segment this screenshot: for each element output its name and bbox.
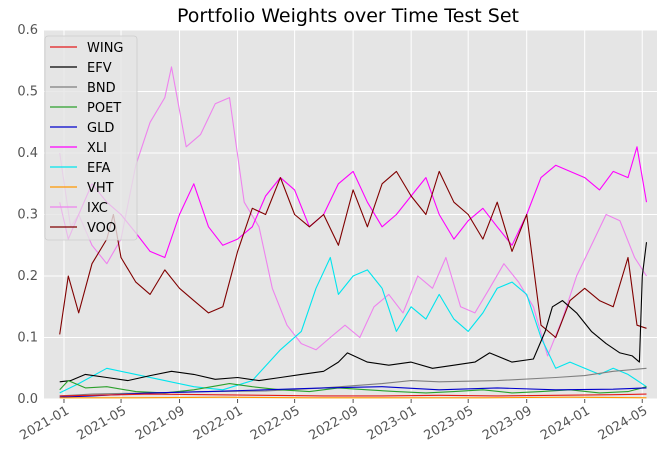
series-line-efa	[59, 256, 647, 394]
x-tick-label: 2024-05	[596, 403, 651, 443]
legend-label-poet: POET	[87, 101, 121, 116]
y-tick-label: 0.2	[17, 269, 38, 284]
legend-label-vht: VHT	[87, 181, 114, 196]
legend: WING EFV BND POET GLD XLI EFA VHT IXC VOO	[44, 35, 138, 241]
x-axis-ticks: 2021-01 2021-05 2021-09 2022-01 2022-05 2022-…	[17, 399, 650, 444]
series-line-voo	[59, 170, 647, 339]
series-line-ixc	[59, 66, 647, 357]
series-line-efv	[59, 242, 648, 383]
x-tick-label: 2024-01	[538, 403, 593, 443]
series-line-gld	[59, 386, 647, 398]
legend-label-efv: EFV	[87, 61, 112, 76]
chart-title: Portfolio Weights over Time Test Set	[177, 5, 519, 27]
series-line-wing	[59, 393, 647, 397]
legend-label-wing: WING	[87, 41, 124, 56]
x-tick-label: 2023-05	[422, 403, 477, 443]
x-tick-label: 2021-01	[17, 403, 72, 443]
series-lines	[59, 66, 648, 399]
x-tick-label: 2023-01	[365, 403, 420, 443]
y-tick-label: 0.6	[17, 23, 38, 38]
legend-label-bnd: BND	[87, 81, 116, 96]
legend-label-ixc: IXC	[87, 201, 108, 216]
legend-label-xli: XLI	[87, 141, 107, 156]
y-tick-label: 0.5	[17, 85, 38, 100]
x-tick-label: 2021-05	[74, 403, 129, 443]
x-tick-label: 2022-09	[307, 403, 362, 443]
legend-label-gld: GLD	[87, 121, 114, 136]
x-tick-label: 2022-01	[191, 403, 246, 443]
legend-label-efa: EFA	[87, 161, 110, 176]
series-line-vht	[59, 396, 647, 399]
x-tick-label: 2021-09	[133, 403, 188, 443]
y-tick-label: 0.4	[17, 146, 38, 161]
y-tick-label: 0.1	[17, 331, 38, 346]
x-tick-label: 2023-09	[480, 403, 535, 443]
legend-label-voo: VOO	[87, 221, 116, 236]
y-tick-label: 0.3	[17, 208, 38, 223]
y-axis-ticks: 0.0 0.1 0.2 0.3 0.4 0.5 0.6	[17, 23, 38, 407]
y-tick-label: 0.0	[17, 392, 38, 407]
series-line-xli	[59, 146, 648, 259]
x-tick-label: 2022-05	[248, 403, 303, 443]
